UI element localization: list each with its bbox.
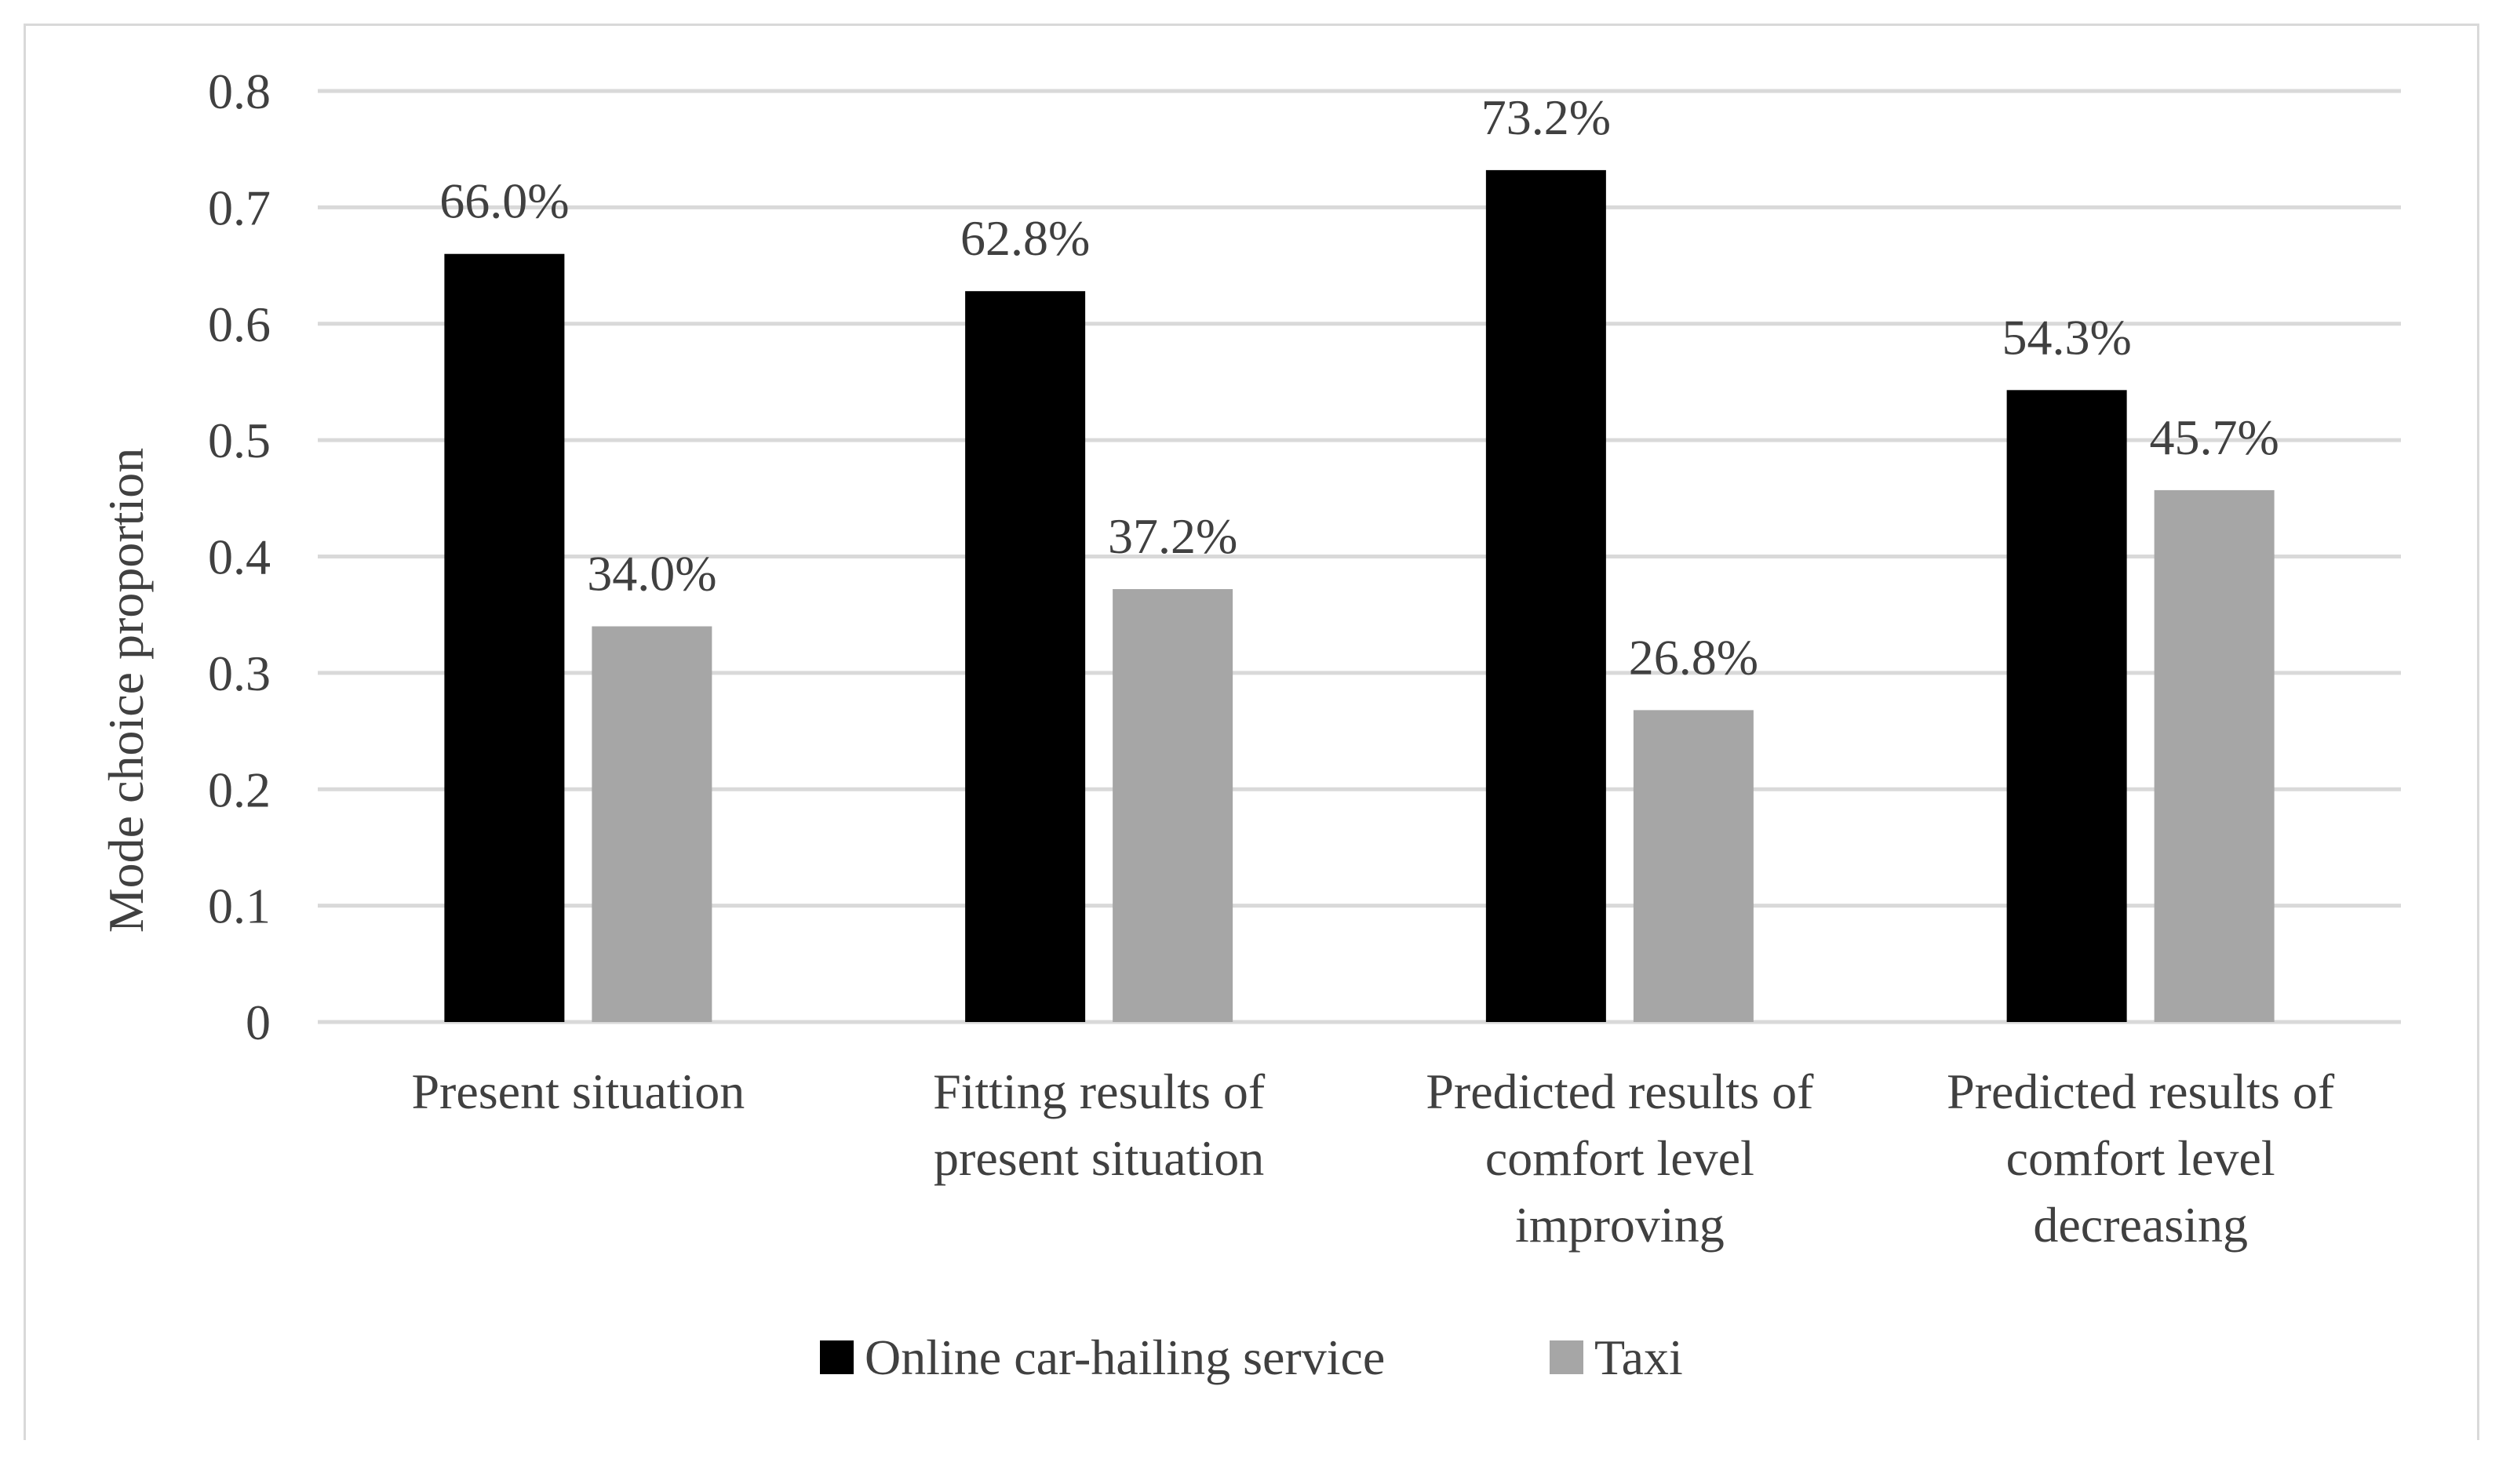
data-label: 54.3% xyxy=(2002,309,2131,365)
y-tick-label: 0.2 xyxy=(208,762,271,817)
data-label: 45.7% xyxy=(2149,409,2279,465)
x-axis-categories: Present situation Fitting results of prese… xyxy=(411,1064,2334,1253)
y-tick-label: 0.1 xyxy=(208,878,271,934)
data-label: 66.0% xyxy=(439,173,569,229)
bar-taxi xyxy=(592,626,712,1022)
legend-label-online: Online car-hailing service xyxy=(865,1329,1385,1385)
y-tick-label: 0.6 xyxy=(208,296,271,352)
y-axis-ticks: 0 0.1 0.2 0.3 0.4 0.5 0.6 0.7 0.8 xyxy=(208,64,271,1050)
bar-taxi xyxy=(2154,489,2275,1022)
data-label: 73.2% xyxy=(1481,89,1611,145)
bar-taxi xyxy=(1113,589,1233,1022)
data-label: 26.8% xyxy=(1629,629,1758,685)
bar-online xyxy=(444,253,565,1023)
bar-online xyxy=(2006,390,2127,1023)
chart-frame xyxy=(24,24,2479,1440)
y-tick-label: 0.7 xyxy=(208,180,271,235)
category-label: Predicted results of comfort level improvi… xyxy=(1426,1064,1814,1253)
bar-online xyxy=(965,291,1086,1023)
y-axis-title: Mode choice proportion xyxy=(98,448,154,933)
data-label: 37.2% xyxy=(1108,508,1237,564)
category-label: Present situation xyxy=(411,1064,745,1119)
category-label: Fitting results of present situation xyxy=(933,1064,1266,1186)
legend-label-taxi: Taxi xyxy=(1594,1329,1683,1385)
y-tick-label: 0 xyxy=(246,995,271,1050)
y-tick-label: 0.4 xyxy=(208,529,271,585)
y-tick-label: 0.3 xyxy=(208,646,271,701)
bar-online xyxy=(1485,169,1606,1022)
data-label: 62.8% xyxy=(960,210,1090,266)
y-tick-label: 0.8 xyxy=(208,64,271,119)
data-labels: 66.0% 34.0% 62.8% 37.2% 73.2% 26.8% 54.3% 45.7% xyxy=(439,89,2279,685)
legend-swatch-taxi xyxy=(1550,1340,1583,1374)
bars xyxy=(444,169,2275,1023)
bar-taxi xyxy=(1633,710,1754,1022)
y-tick-label: 0.5 xyxy=(208,413,271,468)
legend: Online car-hailing service Taxi xyxy=(820,1329,1683,1385)
category-label: Predicted results of comfort level decreas… xyxy=(1947,1064,2335,1253)
data-label: 34.0% xyxy=(587,546,716,602)
legend-swatch-online xyxy=(820,1340,854,1374)
